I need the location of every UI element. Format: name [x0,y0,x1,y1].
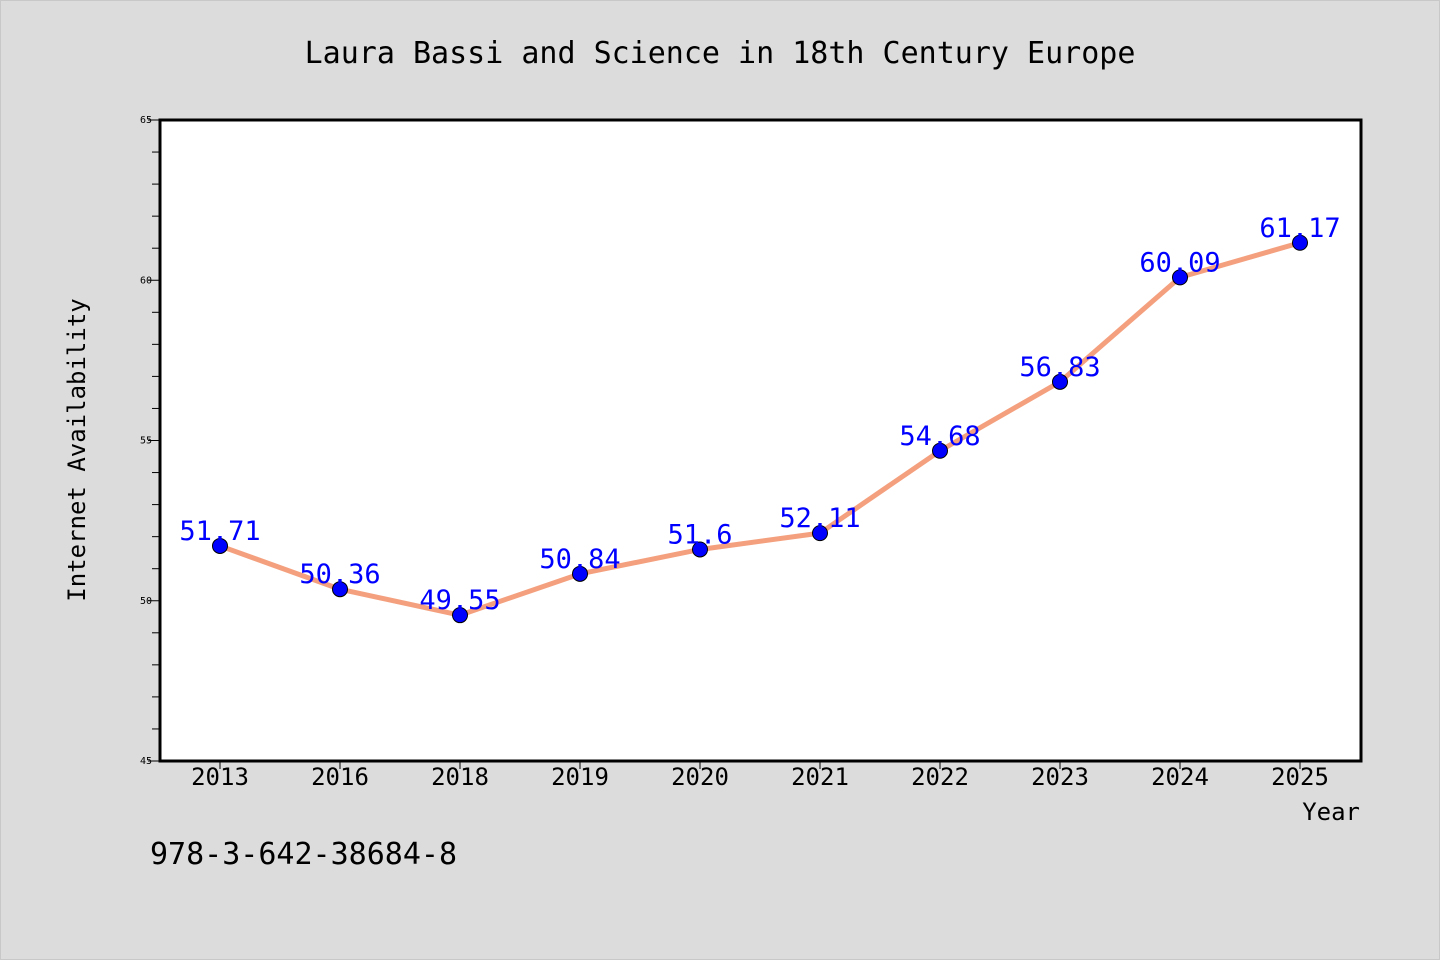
data-point [212,537,228,554]
x-tick-label: 2023 [1031,763,1089,791]
data-label: 60.09 [1139,247,1220,278]
data-labels: 51.71 50.36 49.55 50.84 51.6 52.11 54.68 56.83 6… [179,213,1340,616]
data-label: 61.17 [1259,213,1340,244]
y-tick-label: 65 [140,115,152,126]
data-label: 50.36 [299,559,380,590]
x-tick-label: 2013 [191,763,249,791]
x-tick-label: 2016 [311,763,369,791]
data-label: 52.11 [779,503,860,534]
data-point [1172,269,1188,286]
series-line [217,240,1303,618]
x-axis-label: Year [1302,798,1360,826]
data-label: 51.6 [667,519,732,550]
data-point [332,581,348,598]
data-label: 54.68 [899,421,980,452]
data-point [1292,234,1308,251]
x-tick-label: 2024 [1151,763,1209,791]
x-tick-label: 2021 [791,763,849,791]
data-point [692,541,708,558]
data-label: 50.84 [539,544,620,575]
data-label: 56.83 [1019,352,1100,383]
x-tick-label: 2025 [1271,763,1329,791]
data-point [452,607,468,624]
x-tick-label: 2022 [911,763,969,791]
series-markers [212,234,1308,624]
chart-title: Laura Bassi and Science in 18th Century … [305,36,1136,71]
data-point [932,442,948,459]
y-tick-label: 60 [140,275,152,286]
y-tick-label: 55 [140,436,152,447]
plot-area [158,118,1363,763]
data-point [812,525,828,542]
x-tick-label: 2018 [431,763,489,791]
data-point [1052,373,1068,390]
data-label: 49.55 [419,585,500,616]
series-polyline [217,240,1303,618]
x-axis: 2013 2016 2018 2019 2020 2021 2022 2023 2024 2025 [191,761,1329,791]
y-tick-label: 45 [140,756,152,767]
y-tick-label: 50 [140,596,152,607]
data-point [572,565,588,582]
y-axis-label: Internet Availability [63,298,91,601]
x-tick-label: 2020 [671,763,729,791]
data-label: 51.71 [179,516,260,547]
x-tick-label: 2019 [551,763,609,791]
y-axis: 45 50 55 60 65 [140,115,160,767]
annotation-text: 978-3-642-38684-8 [150,837,457,872]
